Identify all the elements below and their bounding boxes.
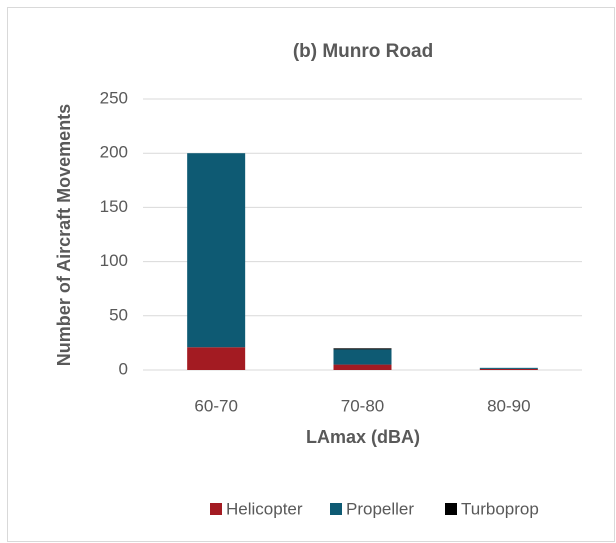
bar-segment — [187, 153, 246, 348]
legend-label: Turboprop — [461, 499, 539, 518]
y-tick-label: 250 — [100, 88, 128, 107]
x-tick-label: 60-70 — [194, 396, 237, 415]
bar-segment — [333, 364, 392, 370]
legend-swatch — [445, 503, 457, 515]
chart-title: (b) Munro Road — [293, 41, 433, 62]
x-axis-label: LAmax (dBA) — [306, 427, 420, 447]
x-tick-label: 70-80 — [341, 396, 384, 415]
bar-segment — [479, 367, 538, 369]
y-tick-label: 100 — [100, 251, 128, 270]
legend-label: Helicopter — [226, 499, 303, 518]
bar-segment — [333, 349, 392, 365]
bar-segment — [333, 348, 392, 350]
y-tick-label: 50 — [109, 305, 128, 324]
chart-border — [7, 7, 615, 542]
legend-label: Propeller — [346, 499, 414, 518]
x-tick-label: 80-90 — [487, 396, 530, 415]
y-axis-label: Number of Aircraft Movements — [54, 104, 74, 366]
y-tick-label: 0 — [119, 359, 128, 378]
legend-swatch — [330, 503, 342, 515]
bar-segment — [479, 368, 538, 370]
legend-swatch — [210, 503, 222, 515]
y-tick-label: 150 — [100, 197, 128, 216]
y-tick-label: 200 — [100, 143, 128, 162]
bar-segment — [187, 347, 246, 370]
